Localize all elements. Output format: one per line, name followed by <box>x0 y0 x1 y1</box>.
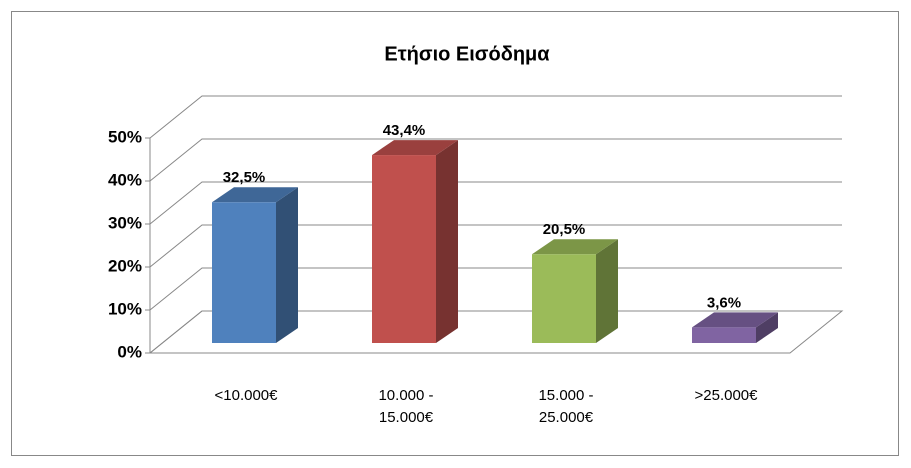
x-tick-label: 15.000 - 25.000€ <box>538 387 594 426</box>
bar-side <box>276 187 298 343</box>
grid-line <box>149 267 842 311</box>
x-tick-label: >25.000€ <box>694 387 758 404</box>
grid-line <box>149 95 842 139</box>
bar-side <box>596 239 618 343</box>
y-tick-label: 20% <box>108 256 142 275</box>
bar-side <box>756 312 778 343</box>
y-tick-label: 10% <box>108 299 142 318</box>
grid-line <box>149 181 842 225</box>
bar-side <box>436 140 458 343</box>
data-label: 20,5% <box>543 221 586 238</box>
x-tick-label: 10.000 - 15.000€ <box>378 387 434 426</box>
data-label: 43,4% <box>383 122 426 139</box>
bar-top <box>212 187 298 203</box>
bar-top <box>372 140 458 156</box>
x-tick-label: <10.000€ <box>214 387 278 404</box>
grid-line <box>149 310 842 354</box>
y-tick-label: 30% <box>108 213 142 232</box>
grid-line <box>149 224 842 268</box>
bar-top <box>532 239 618 255</box>
data-label: 32,5% <box>223 169 266 186</box>
bar <box>692 327 756 343</box>
y-tick-label: 50% <box>108 127 142 146</box>
bar <box>532 254 596 343</box>
bar <box>372 155 436 343</box>
y-tick-label: 40% <box>108 170 142 189</box>
grid-line <box>149 138 842 182</box>
data-label: 3,6% <box>707 294 741 311</box>
bar <box>212 202 276 343</box>
chart-title: Ετήσιο Εισόδημα <box>384 43 550 65</box>
bar-top <box>692 312 778 328</box>
y-tick-label: 0% <box>117 342 142 361</box>
